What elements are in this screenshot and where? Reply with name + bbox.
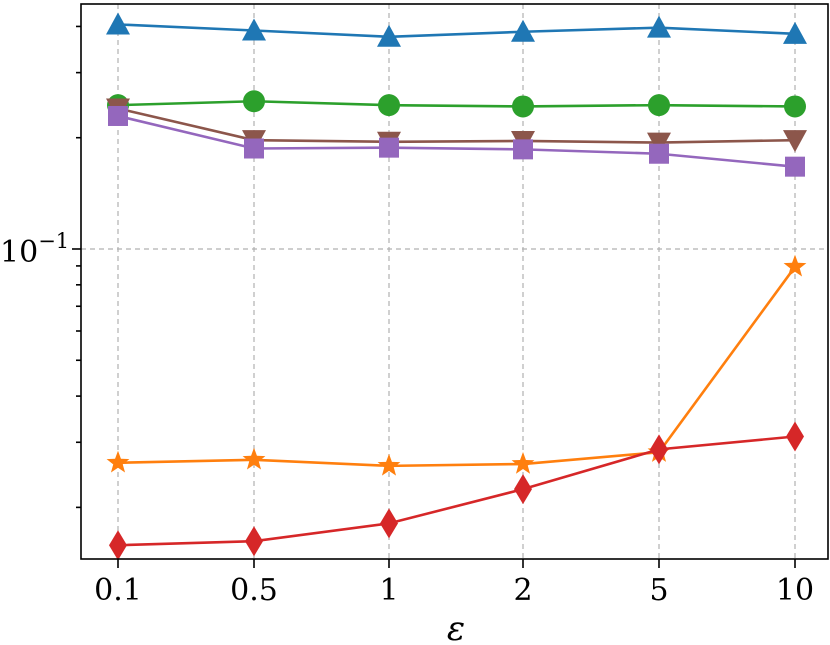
series-line-green-circle xyxy=(117,99,796,108)
x-tick-label-2: 2 xyxy=(513,573,532,608)
series-purple-square xyxy=(108,105,805,177)
x-tick-label-10: 10 xyxy=(776,573,814,608)
data-point-red-diamond-2 xyxy=(514,474,532,505)
data-point-purple-square-0.5 xyxy=(244,138,264,159)
x-tick-label-0.5: 0.5 xyxy=(230,573,278,608)
x-tick-label-0.1: 0.1 xyxy=(94,573,142,608)
y-tick-label-major: 10−1 xyxy=(0,229,69,270)
data-point-red-diamond-1 xyxy=(380,508,398,539)
data-point-orange-star-0.5 xyxy=(242,447,266,470)
data-point-green-circle-5 xyxy=(648,94,670,117)
series-blue-triangle-up xyxy=(106,12,807,47)
series-orange-star xyxy=(106,254,807,476)
data-point-blue-triangle-up-0.5 xyxy=(242,18,266,41)
series-line-orange-star xyxy=(117,266,797,468)
series-line-brown-triangle-down xyxy=(117,107,796,144)
data-point-green-circle-2 xyxy=(512,95,534,118)
series-line-blue-triangle-up xyxy=(117,23,796,39)
data-point-red-diamond-5 xyxy=(650,434,668,465)
data-point-orange-star-2 xyxy=(511,452,535,474)
series-line-red-diamond xyxy=(117,435,796,547)
y-tick-label-exponent: −1 xyxy=(38,229,69,253)
series-layer xyxy=(106,12,807,561)
grid-layer xyxy=(81,4,828,559)
data-point-blue-triangle-up-5 xyxy=(647,15,671,38)
data-point-purple-square-1 xyxy=(379,137,399,158)
data-point-blue-triangle-up-1 xyxy=(377,24,401,47)
data-point-orange-star-10 xyxy=(783,254,807,277)
x-tick-label-5: 5 xyxy=(649,573,668,608)
data-point-orange-star-1 xyxy=(377,453,401,476)
plot-frame xyxy=(80,3,829,560)
data-point-red-diamond-10 xyxy=(786,421,804,452)
data-point-red-diamond-0.1 xyxy=(109,530,127,561)
data-point-orange-star-0.1 xyxy=(106,450,130,473)
data-point-purple-square-10 xyxy=(785,156,805,177)
data-point-purple-square-2 xyxy=(513,139,533,160)
series-green-circle xyxy=(107,90,806,118)
data-point-green-circle-0.5 xyxy=(243,90,265,113)
series-line-purple-square xyxy=(117,114,796,168)
data-point-red-diamond-0.5 xyxy=(245,526,263,557)
data-point-green-circle-10 xyxy=(784,95,806,118)
x-tick-label-1: 1 xyxy=(379,573,398,608)
data-point-purple-square-0.1 xyxy=(108,105,128,126)
data-point-blue-triangle-up-2 xyxy=(511,19,535,42)
data-point-brown-triangle-down-10 xyxy=(783,130,807,153)
data-point-purple-square-5 xyxy=(649,143,669,164)
data-point-brown-triangle-down-5 xyxy=(647,132,671,155)
y-tick-label-base: 10 xyxy=(0,235,38,270)
x-axis-label: ε xyxy=(447,609,465,645)
series-red-diamond xyxy=(109,421,804,561)
data-point-green-circle-1 xyxy=(378,94,400,117)
data-point-blue-triangle-up-10 xyxy=(783,21,807,44)
data-point-blue-triangle-up-0.1 xyxy=(106,12,130,35)
